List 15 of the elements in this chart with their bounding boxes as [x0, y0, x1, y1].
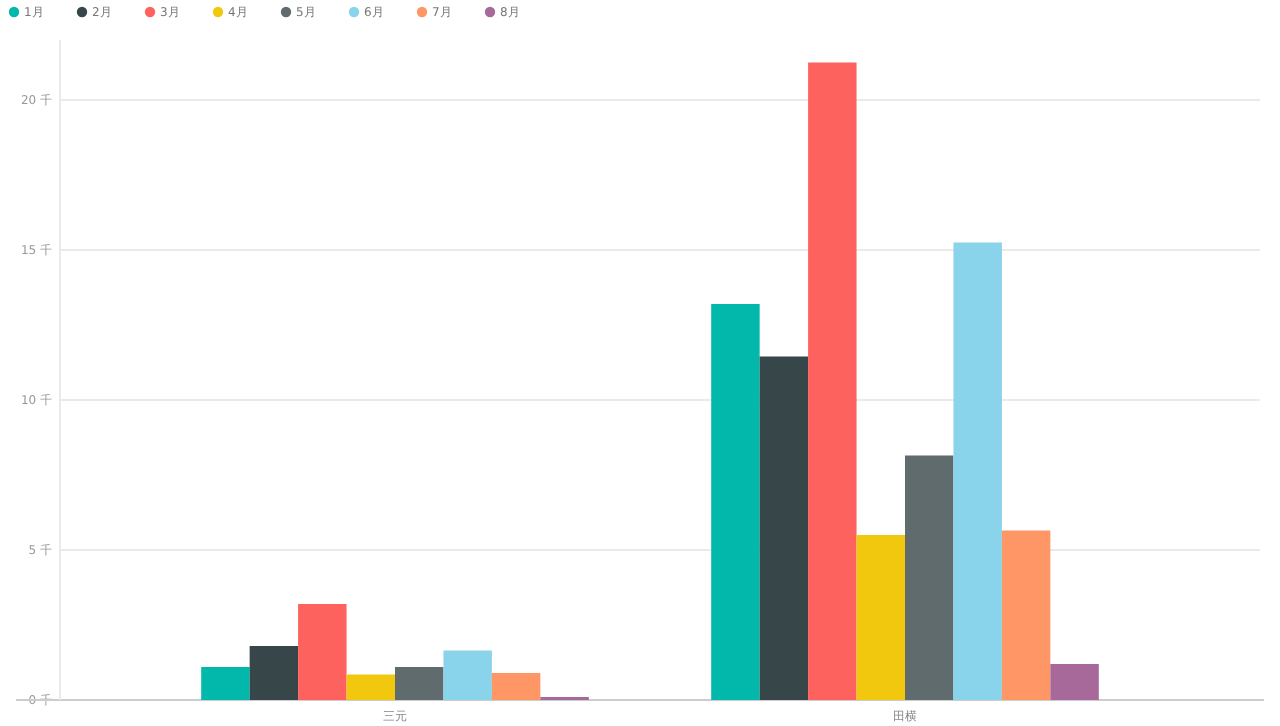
bar	[711, 304, 760, 700]
bar	[491, 673, 541, 700]
bar	[808, 62, 857, 700]
bar	[1001, 530, 1051, 700]
bar	[953, 242, 1002, 700]
bar	[298, 604, 347, 700]
bar	[395, 667, 444, 700]
bar	[346, 674, 395, 700]
bar	[1050, 664, 1099, 700]
bar	[905, 455, 954, 700]
bar	[856, 535, 905, 700]
bar	[201, 667, 250, 700]
bar	[443, 650, 492, 700]
bar	[759, 356, 809, 700]
bar	[249, 646, 299, 700]
